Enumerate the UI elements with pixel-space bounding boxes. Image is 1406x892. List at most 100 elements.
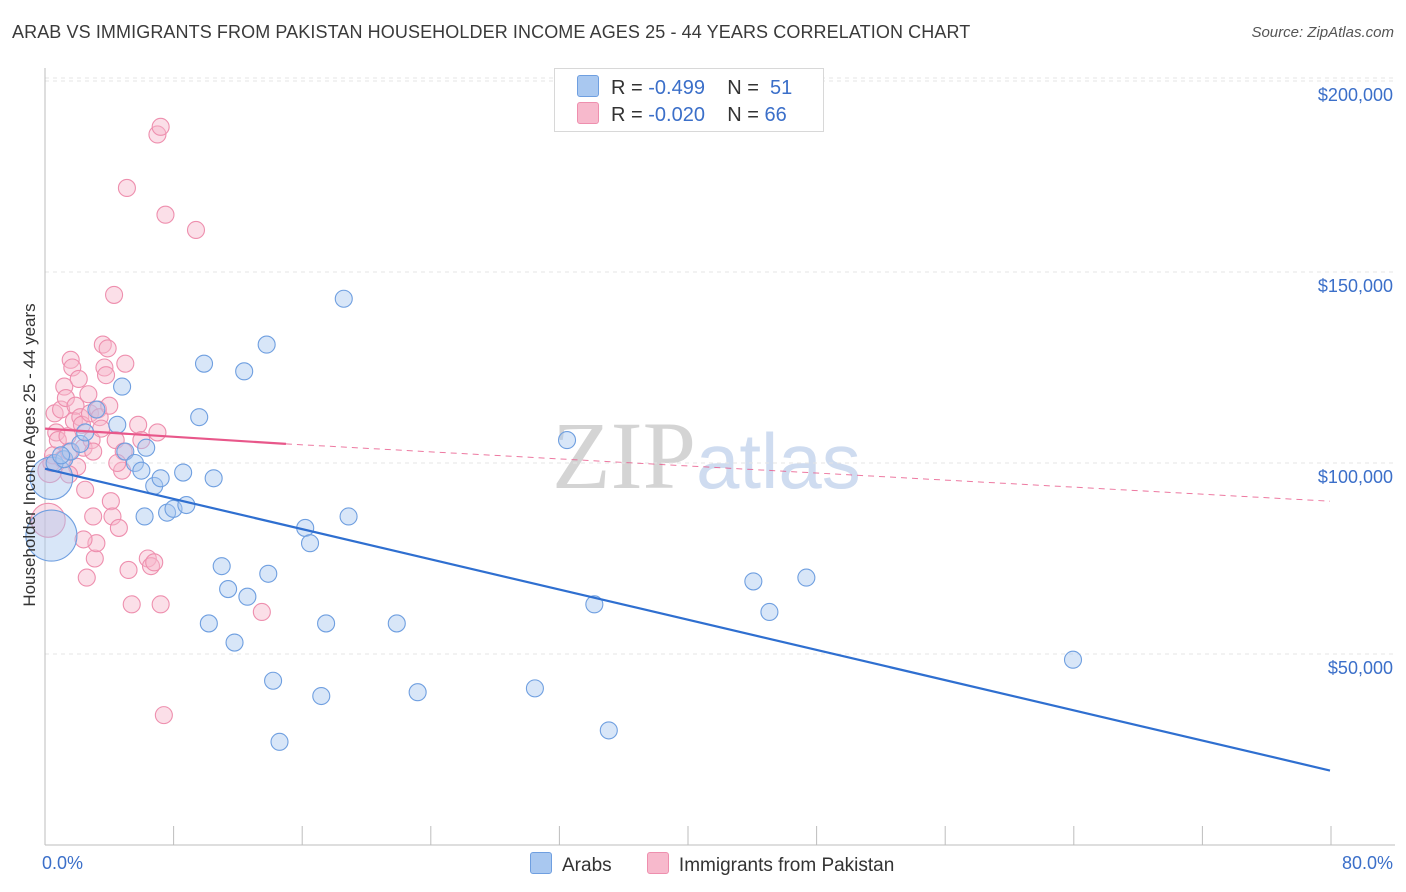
- arab-points: [25, 289, 1083, 751]
- arab-point: [204, 469, 223, 488]
- arab-point: [744, 572, 763, 591]
- watermark-atlas: atlas: [696, 417, 861, 505]
- arab-point: [264, 671, 283, 690]
- pakistan-points: [30, 117, 271, 725]
- pakistan-point: [48, 431, 67, 450]
- arab-point: [238, 587, 257, 606]
- legend-arabs-label: Arabs: [562, 855, 612, 876]
- x-tick-label-min: 0.0%: [42, 853, 83, 873]
- legend-item-arabs: Arabs: [530, 852, 612, 877]
- arab-point: [132, 461, 151, 480]
- arab-point: [61, 442, 80, 461]
- arab-point: [71, 434, 90, 453]
- arab-point: [270, 732, 289, 751]
- pakistan-trend-line: [44, 427, 287, 445]
- arab-point: [177, 495, 196, 515]
- arabs-trend-line: [44, 467, 1331, 772]
- legend-row-arabs: R = -0.499 N = 51: [577, 75, 792, 101]
- pakistan-point: [96, 366, 116, 385]
- arab-point: [557, 431, 577, 450]
- pakistan-point: [156, 205, 175, 224]
- arab-point: [339, 507, 358, 526]
- pakistan-point: [186, 220, 206, 240]
- arab-point: [525, 679, 544, 698]
- arab-point: [190, 408, 209, 427]
- arabs-n-label: N =: [727, 77, 759, 99]
- arab-point: [25, 509, 78, 562]
- arab-point: [235, 362, 254, 381]
- arabs-swatch: [577, 75, 599, 97]
- chart-title: ARAB VS IMMIGRANTS FROM PAKISTAN HOUSEHO…: [12, 22, 971, 42]
- arab-point: [334, 289, 353, 308]
- pakistan-point: [63, 358, 82, 377]
- pakistan-point: [84, 507, 103, 526]
- source-label: Source: ZipAtlas.com: [1251, 24, 1394, 41]
- arab-point: [317, 614, 336, 633]
- pakistan-point: [56, 389, 75, 408]
- y-tick-label: $100,000: [1318, 467, 1393, 487]
- pakistan-point: [85, 549, 104, 568]
- pakistan-point: [69, 369, 88, 389]
- pakistan-point: [101, 492, 120, 511]
- arab-point: [585, 595, 604, 614]
- pakistan-point: [92, 419, 111, 438]
- pakistan-point: [76, 480, 95, 499]
- arab-point: [137, 438, 156, 457]
- arab-point: [797, 568, 816, 587]
- pakistan-point: [148, 423, 167, 442]
- arabs-r-value: -0.499: [648, 77, 705, 99]
- arab-point: [135, 507, 154, 526]
- pakistan-point: [79, 385, 98, 404]
- arab-point: [408, 683, 427, 702]
- series-legend: Arabs Immigrants from Pakistan: [530, 852, 924, 877]
- pakistan-point: [151, 595, 170, 614]
- arab-point: [212, 557, 231, 576]
- y-tick-label: $150,000: [1318, 276, 1393, 296]
- legend-pakistan-label: Immigrants from Pakistan: [678, 855, 895, 876]
- pakistan-point: [145, 553, 164, 572]
- arab-point: [151, 469, 170, 488]
- arab-point: [387, 614, 406, 633]
- pakistan-r-label: R =: [611, 104, 643, 126]
- y-tick-label: $50,000: [1328, 658, 1393, 678]
- pakistan-point: [252, 602, 271, 622]
- arab-point: [194, 354, 214, 373]
- arab-point: [1063, 650, 1083, 669]
- arab-point: [257, 335, 276, 354]
- pakistan-point: [129, 415, 148, 434]
- arab-point: [225, 633, 244, 652]
- trend-lines: [44, 427, 1331, 772]
- arab-point: [760, 602, 779, 622]
- pakistan-point: [61, 350, 80, 369]
- pakistan-point: [151, 117, 170, 136]
- correlation-legend: R = -0.499 N = 51 R = -0.020 N = 66: [554, 68, 824, 132]
- pakistan-point: [66, 396, 85, 415]
- arab-point: [125, 453, 144, 473]
- legend-pakistan-swatch: [646, 852, 669, 874]
- pakistan-point: [77, 568, 96, 587]
- arab-point: [174, 463, 193, 482]
- pakistan-point: [154, 706, 173, 725]
- arabs-r-label: R =: [611, 77, 643, 99]
- axes: [44, 68, 1395, 846]
- watermark-zip: ZIP: [552, 402, 696, 509]
- arabs-n-value: 51: [770, 77, 793, 99]
- pakistan-n-value: 66: [764, 104, 787, 126]
- watermark: ZIPatlas: [552, 400, 861, 511]
- legend-item-pakistan: Immigrants from Pakistan: [646, 852, 895, 877]
- pakistan-point: [98, 339, 117, 358]
- arab-point: [199, 614, 218, 633]
- pakistan-r-value: -0.020: [648, 104, 705, 126]
- arab-point: [87, 400, 106, 419]
- arab-point: [599, 721, 618, 740]
- x-tick-label-max: 80.0%: [1342, 853, 1393, 873]
- arab-point: [300, 534, 320, 553]
- arab-point: [259, 564, 278, 583]
- pakistan-point: [52, 400, 71, 419]
- y-axis-title: Householder Income Ages 25 - 44 years: [20, 303, 39, 606]
- pakistan-point: [103, 507, 122, 526]
- pakistan-point: [116, 354, 135, 373]
- pakistan-trend-extension: [285, 443, 1331, 502]
- pakistan-swatch: [577, 102, 599, 124]
